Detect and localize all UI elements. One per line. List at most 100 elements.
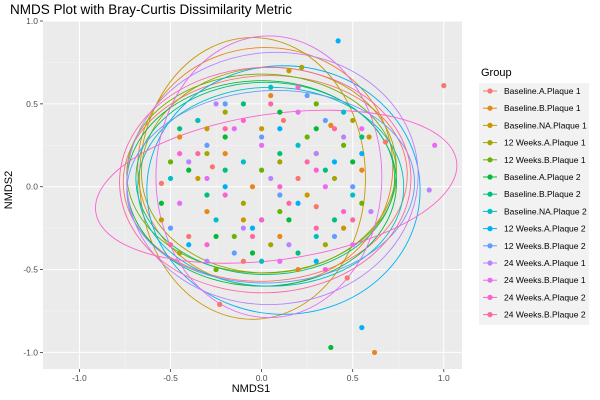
data-point [177, 126, 183, 132]
data-point [158, 217, 165, 223]
data-point [432, 142, 438, 148]
data-point [331, 159, 338, 165]
data-point [295, 250, 301, 256]
data-point [240, 225, 246, 231]
x-tick-label: 0.5 [347, 373, 359, 383]
data-point [259, 217, 265, 223]
data-point [259, 167, 265, 173]
data-point [350, 217, 356, 223]
data-point [222, 126, 228, 132]
data-point [222, 192, 228, 198]
data-point [204, 126, 210, 132]
data-point [259, 142, 265, 148]
x-tick-label: -0.5 [163, 373, 178, 383]
data-point [295, 142, 301, 148]
data-point [277, 109, 283, 115]
data-point [350, 242, 356, 248]
data-point [382, 139, 389, 145]
data-point [359, 126, 365, 132]
data-point [340, 208, 347, 215]
data-point [249, 250, 256, 256]
data-point [222, 167, 228, 173]
confidence-ellipse [95, 109, 458, 264]
data-point [204, 150, 210, 157]
data-point [350, 159, 356, 165]
data-point [204, 242, 210, 248]
data-point [340, 134, 347, 140]
data-point [213, 101, 219, 107]
legend-label: 12 Weeks.B.Plaque 2 [504, 241, 586, 251]
data-point [259, 134, 265, 140]
data-point [231, 250, 237, 256]
data-point [195, 175, 201, 182]
data-point [186, 167, 192, 173]
data-point [268, 101, 274, 107]
data-point [313, 101, 319, 107]
legend-label: 12 Weeks.B.Plaque 1 [504, 155, 586, 165]
data-point [177, 250, 183, 256]
data-point [204, 192, 210, 198]
data-point [213, 217, 219, 223]
data-point [213, 266, 219, 273]
data-point [295, 84, 301, 90]
confidence-ellipse [155, 35, 383, 319]
data-point [231, 233, 237, 240]
data-point [426, 187, 432, 193]
data-point [328, 122, 334, 128]
y-tick-label: 1.0 [26, 16, 38, 26]
confidence-ellipse [119, 66, 412, 294]
legend-key-point [487, 294, 493, 300]
data-point [240, 258, 246, 264]
data-point [186, 233, 192, 240]
data-point [259, 126, 265, 132]
data-point [167, 225, 174, 231]
data-point [217, 301, 223, 307]
data-point [277, 208, 283, 215]
data-point [222, 184, 228, 190]
data-point [366, 134, 372, 140]
data-point [322, 242, 328, 248]
data-point [304, 134, 310, 140]
data-point [331, 233, 338, 240]
data-point [322, 167, 328, 173]
data-point [177, 150, 183, 157]
data-point [313, 204, 319, 210]
data-point [231, 126, 237, 132]
legend-key-point [487, 226, 493, 232]
plot-panel [43, 20, 462, 369]
legend-label: Baseline.NA.Plaque 1 [504, 120, 587, 130]
data-point [350, 184, 356, 190]
legend-items: Baseline.A.Plaque 1 Baseline.B.Plaque 1 Ba… [479, 83, 589, 325]
data-point [331, 175, 338, 182]
data-point [295, 109, 301, 115]
y-tick-label: 0.0 [26, 182, 38, 192]
plot-area [95, 35, 458, 356]
data-point [277, 126, 283, 132]
data-point [295, 266, 301, 273]
data-point [328, 344, 334, 351]
data-point [304, 92, 310, 99]
data-point [368, 208, 374, 215]
data-point [277, 233, 283, 240]
data-point [186, 159, 192, 165]
data-point [277, 150, 283, 157]
data-point [204, 258, 210, 264]
data-point [240, 101, 246, 107]
legend-key-background [479, 83, 589, 325]
legend-key-point [487, 260, 493, 266]
data-point [167, 242, 174, 248]
data-point [340, 109, 347, 115]
data-point [286, 217, 292, 223]
data-point [359, 150, 365, 157]
y-tick-label: -0.5 [23, 265, 38, 275]
data-point [167, 175, 174, 182]
y-tick-label: -1.0 [23, 347, 38, 357]
data-point [240, 159, 246, 165]
data-point [268, 175, 274, 182]
legend-label: 24 Weeks.B.Plaque 1 [504, 275, 586, 285]
data-point [158, 200, 165, 206]
data-point [259, 258, 265, 264]
legend-label: Baseline.NA.Plaque 2 [504, 206, 587, 216]
data-point [268, 92, 274, 99]
